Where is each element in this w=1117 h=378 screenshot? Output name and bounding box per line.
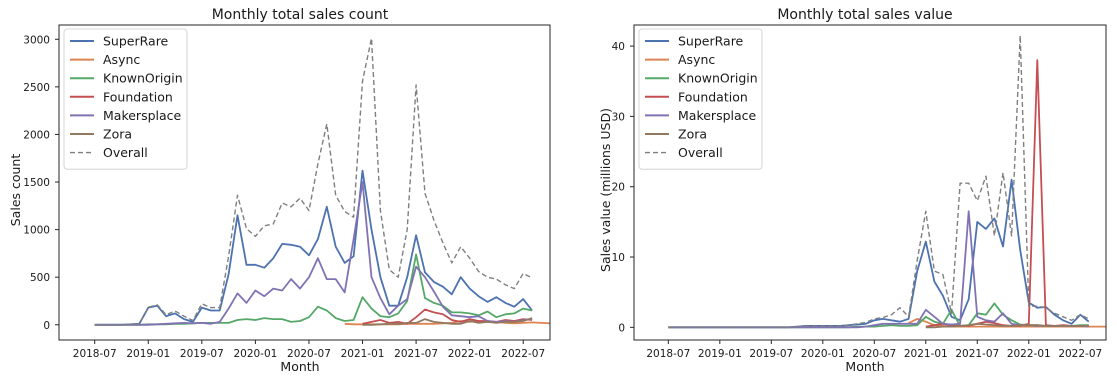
x-tick-label: 2022-07	[501, 348, 545, 360]
chart-sales-value: Monthly total sales value Month Sales va…	[598, 7, 1107, 374]
y-tick-label: 40	[612, 41, 625, 53]
legend-box	[63, 28, 188, 170]
x-tick-label: 2019-07	[749, 348, 793, 360]
y-tick-label: 10	[612, 252, 625, 264]
legend-label-knownorigin: KnownOrigin	[103, 71, 183, 86]
x-tick-label: 2020-07	[287, 348, 331, 360]
x-tick-label: 2020-01	[233, 348, 277, 360]
x-tick-label: 2019-07	[180, 348, 224, 360]
y-tick-label: 500	[30, 272, 50, 284]
series-line-makersplace	[94, 181, 533, 326]
x-tick-label: 2022-01	[1007, 348, 1051, 360]
series-line-zora	[362, 317, 533, 326]
legend-label-async: Async	[678, 52, 715, 67]
legend-label-knownorigin: KnownOrigin	[678, 71, 758, 86]
legend-label-superrare: SuperRare	[678, 34, 744, 49]
x-axis-label: Month	[280, 359, 319, 374]
x-tick-label: 2022-01	[448, 348, 492, 360]
chart-title: Monthly total sales value	[777, 7, 952, 23]
chart-title: Monthly total sales count	[212, 7, 389, 23]
y-tick-label: 0	[43, 320, 50, 332]
series-line-foundation	[925, 59, 1089, 328]
x-tick-label: 2018-07	[646, 348, 690, 360]
y-tick-label: 1000	[23, 225, 50, 237]
legend-label-overall: Overall	[678, 145, 723, 160]
x-tick-label: 2019-01	[126, 348, 170, 360]
legend-label-makersplace: Makersplace	[678, 108, 757, 123]
chart-sales-count: Monthly total sales count Month Sales co…	[8, 7, 551, 374]
legend-box	[638, 28, 763, 170]
legend-label-foundation: Foundation	[103, 89, 173, 104]
legend-label-superrare: SuperRare	[103, 34, 169, 49]
x-tick-label: 2021-07	[955, 348, 999, 360]
y-tick-label: 30	[612, 111, 625, 123]
x-tick-label: 2019-01	[698, 348, 742, 360]
x-tick-label: 2021-01	[341, 348, 385, 360]
series-lines	[94, 37, 551, 326]
series-line-zora	[925, 322, 1089, 329]
x-tick-label: 2022-07	[1058, 348, 1102, 360]
x-tick-label: 2021-01	[904, 348, 948, 360]
y-tick-label: 2000	[23, 129, 50, 141]
y-tick-label: 0	[618, 322, 625, 334]
legend-label-zora: Zora	[678, 127, 707, 142]
legend: SuperRare Async KnownOrigin Foundation Maker…	[638, 28, 763, 170]
series-line-superrare	[94, 169, 533, 326]
legend-label-overall: Overall	[103, 145, 148, 160]
legend-label-zora: Zora	[103, 127, 132, 142]
x-tick-label: 2020-01	[801, 348, 845, 360]
x-tick-label: 2021-07	[394, 348, 438, 360]
y-tick-label: 3000	[23, 34, 50, 46]
legend-label-makersplace: Makersplace	[103, 108, 182, 123]
x-axis-label: Month	[845, 359, 884, 374]
y-axis-label: Sales value (millions USD)	[598, 108, 613, 272]
x-tick-label: 2020-07	[852, 348, 896, 360]
y-axis-label: Sales count	[8, 154, 23, 227]
y-tick-label: 2500	[23, 82, 50, 94]
legend-label-foundation: Foundation	[678, 89, 748, 104]
plot-frame	[633, 24, 1107, 341]
legend-label-async: Async	[103, 52, 140, 67]
series-line-overall	[94, 37, 533, 326]
series-lines	[668, 34, 1106, 329]
legend: SuperRare Async KnownOrigin Foundation Maker…	[63, 28, 188, 170]
series-line-makersplace	[668, 210, 1089, 329]
series-line-overall	[668, 34, 1090, 328]
series-line-knownorigin	[94, 253, 533, 326]
x-tick-label: 2018-07	[73, 348, 117, 360]
y-tick-label: 1500	[23, 177, 50, 189]
y-tick-label: 20	[612, 182, 625, 194]
